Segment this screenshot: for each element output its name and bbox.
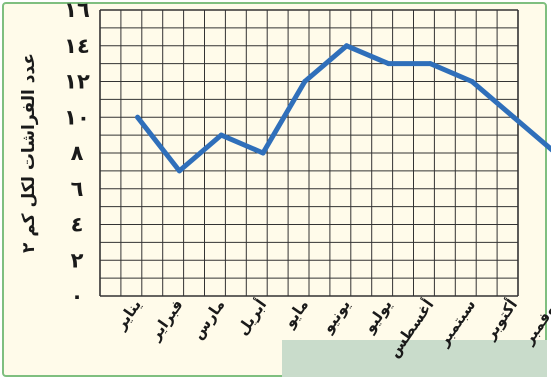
y-axis-label: عدد الفراشات لكل كم ٢ bbox=[19, 53, 39, 253]
chart-frame bbox=[2, 2, 547, 377]
data-point bbox=[135, 114, 141, 120]
y-tick-label: ١٢ bbox=[64, 70, 90, 94]
y-tick-label: ٢ bbox=[71, 248, 84, 272]
data-point bbox=[176, 168, 182, 174]
data-point bbox=[469, 79, 475, 84]
x-tick-label: فبراير bbox=[145, 296, 186, 344]
data-point bbox=[218, 132, 224, 138]
data-point bbox=[385, 61, 391, 67]
x-tick-label: مارس bbox=[188, 296, 228, 343]
series-line bbox=[135, 43, 551, 174]
x-axis-ticks: يناير فبراير مارس أبريل مايو يونيو يوليوأغسطسس… bbox=[111, 295, 551, 360]
x-tick-label: يناير bbox=[111, 296, 145, 334]
y-tick-label: ٦ bbox=[71, 177, 84, 201]
data-point bbox=[302, 79, 308, 84]
x-tick-label: أبريل bbox=[232, 295, 270, 338]
x-tick-label: يونيو bbox=[318, 296, 354, 337]
y-tick-label: ٤ bbox=[71, 213, 84, 237]
chart-grid bbox=[99, 9, 519, 297]
y-tick-label: ٠ bbox=[71, 284, 84, 308]
x-tick-label: نوفمبر bbox=[519, 296, 551, 348]
y-tick-label: ١٠ bbox=[64, 105, 90, 129]
x-tick-label: يوليو bbox=[360, 296, 396, 337]
y-tick-label: ١٦ bbox=[64, 0, 90, 22]
y-axis-ticks: ٠ ٢ ٤ ٦ ٨ ١٠ ١٢ ١٤ ١٦ bbox=[64, 0, 90, 308]
footer-band bbox=[282, 340, 547, 377]
y-tick-label: ٨ bbox=[71, 141, 84, 165]
x-tick-label: سبتمبر bbox=[434, 296, 479, 350]
y-tick-label: ١٤ bbox=[64, 34, 90, 58]
data-point bbox=[344, 43, 350, 49]
data-point bbox=[260, 150, 266, 156]
data-point bbox=[427, 61, 433, 67]
x-tick-label: مايو bbox=[280, 296, 313, 332]
x-tick-label: أكتوبر bbox=[480, 295, 522, 343]
data-point bbox=[511, 114, 517, 120]
